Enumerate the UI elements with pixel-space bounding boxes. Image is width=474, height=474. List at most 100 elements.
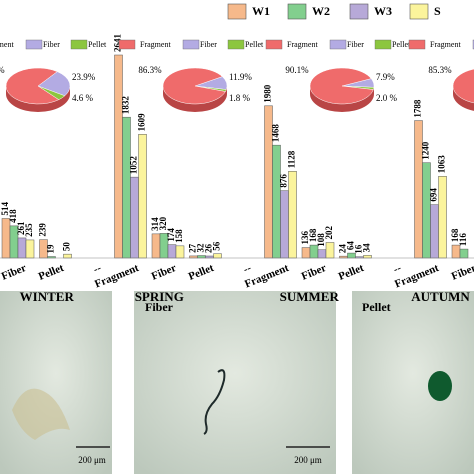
- value-label: 1128: [287, 150, 297, 168]
- pie-legend-swatch: [182, 39, 200, 50]
- value-label: 314: [150, 217, 160, 231]
- x-tick-label: --: [92, 262, 104, 276]
- pie-value-label: 7.9%: [376, 72, 395, 82]
- pie-legend-swatch: [374, 39, 392, 50]
- pie-slice: [452, 68, 474, 104]
- bar: [175, 245, 185, 259]
- x-tick-label: Pellet: [337, 262, 366, 283]
- bar: [317, 249, 327, 259]
- photo-label: Fiber: [145, 300, 174, 314]
- value-label: 34: [362, 243, 372, 253]
- bar: [114, 54, 123, 259]
- pie-legend-swatch: [265, 39, 283, 50]
- pie-value-label: 11.9%: [229, 72, 252, 82]
- fiber-particle: [203, 369, 226, 435]
- bar: [122, 116, 131, 259]
- x-tick-label: Pellet: [37, 262, 66, 283]
- value-label: 168: [450, 228, 460, 242]
- value-label: 320: [158, 216, 168, 230]
- pie-legend-label: Fragment: [430, 40, 461, 49]
- bar: [25, 239, 35, 259]
- value-label: 694: [429, 188, 439, 202]
- photo-panels: 200 μm Fiber 200 μm Pellet: [0, 291, 474, 474]
- bar: [414, 120, 423, 259]
- value-label: 1980: [263, 84, 273, 103]
- legend-label: S: [434, 4, 441, 18]
- season-label: AUTUMN: [411, 289, 470, 304]
- value-label: 56: [212, 241, 222, 251]
- value-label: 24: [338, 244, 348, 254]
- bar: [272, 144, 281, 259]
- value-label: 1063: [437, 155, 447, 174]
- bar: [197, 255, 206, 259]
- x-tick-label: Fiber: [450, 262, 474, 283]
- value-label: 50: [62, 242, 72, 252]
- x-tick-label: Pellet: [187, 262, 216, 283]
- pie-value-label: 86.3%: [138, 65, 162, 75]
- value-label: 174: [166, 228, 176, 242]
- scale-label: 200 μm: [78, 455, 106, 465]
- value-label: 1788: [413, 99, 423, 118]
- photo-fiber: [134, 291, 336, 474]
- bar: [325, 242, 335, 259]
- photo-pellet: [352, 291, 474, 474]
- season-label: WINTER: [20, 289, 75, 304]
- pie-value-label: 85.3%: [428, 65, 452, 75]
- legend-label: W3: [374, 4, 392, 18]
- pie-legend-label: Fiber: [43, 40, 60, 49]
- legend-label: W1: [252, 4, 270, 18]
- value-label: 108: [316, 233, 326, 247]
- pie-legend-swatch: [227, 39, 245, 50]
- bar: [288, 171, 297, 259]
- bar: [1, 218, 11, 259]
- bar: [167, 244, 177, 259]
- value-label: 418: [8, 209, 18, 223]
- value-label: 239: [38, 223, 48, 237]
- value-label: 168: [308, 228, 318, 242]
- pie-legend-label: Fragment: [140, 40, 171, 49]
- value-label: 1609: [137, 113, 147, 132]
- value-label: 261: [16, 221, 26, 235]
- bar: [130, 176, 139, 259]
- x-tick-label: --: [392, 262, 404, 276]
- pie-legend-label: Fiber: [347, 40, 364, 49]
- value-label: 1468: [271, 124, 281, 143]
- photo-fragment: [0, 291, 112, 474]
- pie-slice: [309, 67, 374, 105]
- value-label: 64: [346, 241, 356, 251]
- legend-label: W2: [312, 4, 330, 18]
- value-label: 514: [0, 201, 10, 215]
- bar: [189, 255, 198, 259]
- pie-legend-label: Fiber: [200, 40, 217, 49]
- legend-swatch: [349, 3, 369, 20]
- pie-legend-label: Pellet: [245, 40, 264, 49]
- pie-value-label: 1.8 %: [229, 93, 251, 103]
- season-label: SUMMER: [280, 289, 340, 304]
- bar: [213, 253, 222, 259]
- pie-legend-swatch: [329, 39, 347, 50]
- pie-slice: [37, 71, 71, 97]
- pie-legend-label: Fragment: [287, 40, 318, 49]
- pellet-particle: [428, 371, 452, 401]
- pie-legend-swatch: [118, 39, 136, 50]
- fragment-particle: [12, 388, 70, 440]
- value-label: 19: [46, 244, 56, 254]
- pie-legend-swatch: [25, 39, 43, 50]
- x-tick-label: Fiber: [0, 262, 28, 283]
- value-label: 1832: [121, 96, 131, 115]
- bar: [459, 248, 469, 259]
- bar: [363, 255, 372, 259]
- pie-value-label: 2.0 %: [376, 93, 398, 103]
- value-label: 158: [174, 229, 184, 243]
- bar: [422, 162, 431, 259]
- value-label: 27: [188, 243, 198, 253]
- value-label: 116: [458, 233, 468, 247]
- bar: [151, 233, 161, 259]
- season-label: SPRING: [135, 289, 184, 304]
- x-tick-label: Fiber: [300, 262, 328, 283]
- pie-legend-label: Fragment: [0, 40, 14, 49]
- value-label: 26: [204, 244, 214, 254]
- pie-value-label: 23.9%: [72, 72, 96, 82]
- legend-swatch: [287, 3, 307, 20]
